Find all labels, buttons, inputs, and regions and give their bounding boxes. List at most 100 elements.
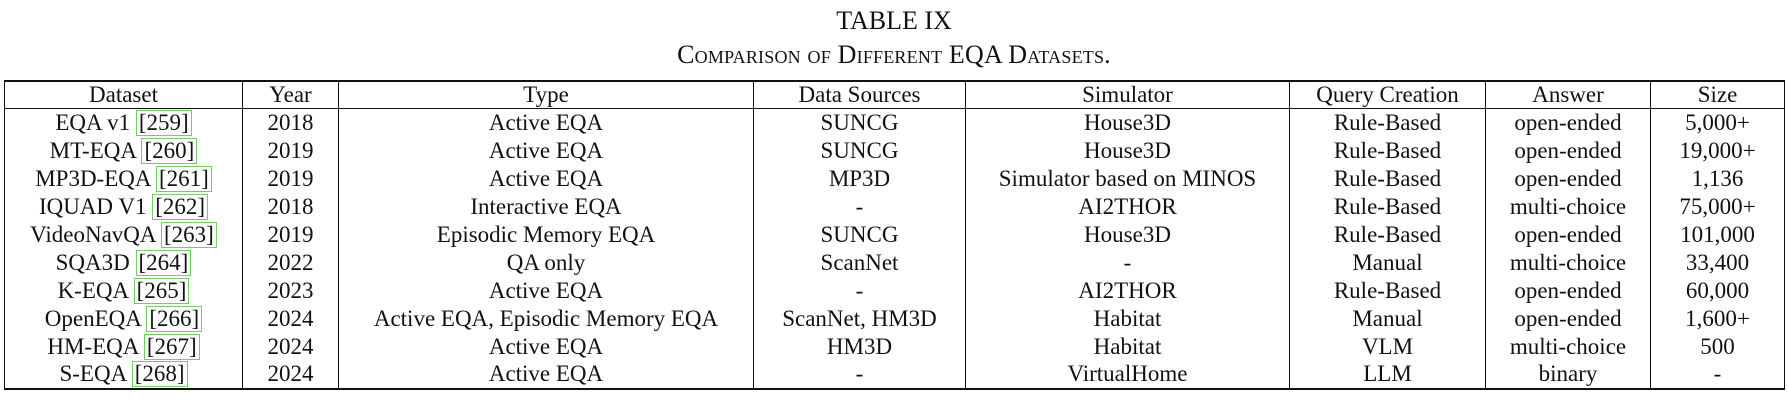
query-cell: Rule-Based [1289, 164, 1486, 193]
eqa-datasets-table: Dataset Year Type Data Sources Simulator… [4, 80, 1785, 390]
simulator-cell: House3D [965, 220, 1290, 249]
query-cell: Rule-Based [1289, 192, 1486, 221]
citation-link[interactable]: [267] [143, 333, 200, 360]
type-cell: QA only [338, 248, 754, 277]
table-row: K-EQA [265] 2023 Active EQA - AI2THOR Ru… [4, 276, 1785, 305]
answer-cell: open-ended [1485, 108, 1651, 137]
type-cell: Episodic Memory EQA [338, 220, 754, 249]
table-row: MT-EQA [260] 2019 Active EQA SUNCG House… [4, 136, 1785, 165]
citation-link[interactable]: [264] [135, 249, 192, 276]
table-row: OpenEQA [266] 2024 Active EQA, Episodic … [4, 304, 1785, 333]
dataset-name: MP3D-EQA [35, 165, 151, 191]
size-cell: 33,400 [1650, 248, 1785, 277]
sources-cell: MP3D [753, 164, 966, 193]
dataset-name: S-EQA [59, 361, 126, 386]
size-cell: 101,000 [1650, 220, 1785, 249]
header-type: Type [338, 80, 754, 109]
answer-cell: open-ended [1485, 276, 1651, 305]
table-label: TABLE IX [836, 6, 952, 35]
citation-link[interactable]: [263] [161, 221, 217, 248]
query-cell: LLM [1289, 360, 1486, 390]
citation-link[interactable]: [268] [131, 361, 188, 387]
citation-link[interactable]: [262] [152, 193, 209, 220]
type-cell: Active EQA [338, 360, 754, 390]
answer-cell: multi-choice [1485, 192, 1651, 221]
size-cell: 5,000+ [1650, 108, 1785, 137]
table-row: VideoNavQA [263] 2019 Episodic Memory EQ… [4, 220, 1785, 249]
sources-cell: - [753, 192, 966, 221]
type-cell: Interactive EQA [338, 192, 754, 221]
dataset-cell: K-EQA [265] [4, 276, 243, 305]
query-cell: Manual [1289, 304, 1486, 333]
dataset-cell: OpenEQA [266] [4, 304, 243, 333]
query-cell: Rule-Based [1289, 136, 1486, 165]
type-cell: Active EQA [338, 332, 754, 361]
table-title: Comparison of Different EQA Datasets. [677, 40, 1111, 69]
header-dataset: Dataset [4, 80, 243, 109]
size-cell: 60,000 [1650, 276, 1785, 305]
year-cell: 2022 [242, 248, 339, 277]
year-cell: 2019 [242, 220, 339, 249]
simulator-cell: Habitat [965, 332, 1290, 361]
sources-cell: HM3D [753, 332, 966, 361]
header-query-creation: Query Creation [1289, 80, 1486, 109]
dataset-name: EQA v1 [55, 109, 131, 135]
sources-cell: - [753, 276, 966, 305]
answer-cell: open-ended [1485, 164, 1651, 193]
table-row: IQUAD V1 [262] 2018 Interactive EQA - AI… [4, 192, 1785, 221]
type-cell: Active EQA [338, 164, 754, 193]
header-simulator: Simulator [965, 80, 1290, 109]
citation-link[interactable]: [261] [155, 165, 212, 192]
dataset-name: K-EQA [57, 277, 128, 303]
citation-link[interactable]: [265] [133, 277, 190, 304]
table-row: MP3D-EQA [261] 2019 Active EQA MP3D Simu… [4, 164, 1785, 193]
dataset-cell: SQA3D [264] [4, 248, 243, 277]
simulator-cell: VirtualHome [965, 360, 1290, 390]
dataset-cell: VideoNavQA [263] [4, 220, 243, 249]
simulator-cell: AI2THOR [965, 276, 1290, 305]
dataset-name: IQUAD V1 [38, 193, 147, 219]
type-cell: Active EQA [338, 136, 754, 165]
query-cell: Rule-Based [1289, 276, 1486, 305]
dataset-cell: S-EQA [268] [4, 360, 243, 390]
answer-cell: open-ended [1485, 304, 1651, 333]
citation-link[interactable]: [266] [146, 305, 203, 332]
sources-cell: ScanNet [753, 248, 966, 277]
sources-cell: - [753, 360, 966, 390]
simulator-cell: Simulator based on MINOS [965, 164, 1290, 193]
dataset-cell: MP3D-EQA [261] [4, 164, 243, 193]
year-cell: 2018 [242, 192, 339, 221]
year-cell: 2019 [242, 164, 339, 193]
dataset-cell: EQA v1 [259] [4, 108, 243, 137]
dataset-cell: IQUAD V1 [262] [4, 192, 243, 221]
sources-cell: ScanNet, HM3D [753, 304, 966, 333]
dataset-name: HM-EQA [47, 333, 139, 359]
simulator-cell: - [965, 248, 1290, 277]
table-row: SQA3D [264] 2022 QA only ScanNet - Manua… [4, 248, 1785, 277]
header-data-sources: Data Sources [753, 80, 966, 109]
sources-cell: SUNCG [753, 136, 966, 165]
header-answer: Answer [1485, 80, 1651, 109]
table-row: HM-EQA [267] 2024 Active EQA HM3D Habita… [4, 332, 1785, 361]
size-cell: 75,000+ [1650, 192, 1785, 221]
size-cell: 19,000+ [1650, 136, 1785, 165]
size-cell: 500 [1650, 332, 1785, 361]
sources-cell: SUNCG [753, 220, 966, 249]
dataset-cell: MT-EQA [260] [4, 136, 243, 165]
answer-cell: open-ended [1485, 220, 1651, 249]
answer-cell: multi-choice [1485, 332, 1651, 361]
type-cell: Active EQA [338, 276, 754, 305]
sources-cell: SUNCG [753, 108, 966, 137]
query-cell: Rule-Based [1289, 220, 1486, 249]
citation-link[interactable]: [260] [141, 137, 198, 164]
year-cell: 2019 [242, 136, 339, 165]
header-row: Dataset Year Type Data Sources Simulator… [4, 80, 1785, 109]
year-cell: 2018 [242, 108, 339, 137]
query-cell: Rule-Based [1289, 108, 1486, 137]
answer-cell: multi-choice [1485, 248, 1651, 277]
dataset-name: VideoNavQA [30, 221, 156, 247]
dataset-name: SQA3D [55, 249, 130, 275]
citation-link[interactable]: [259] [135, 109, 192, 136]
year-cell: 2024 [242, 360, 339, 390]
